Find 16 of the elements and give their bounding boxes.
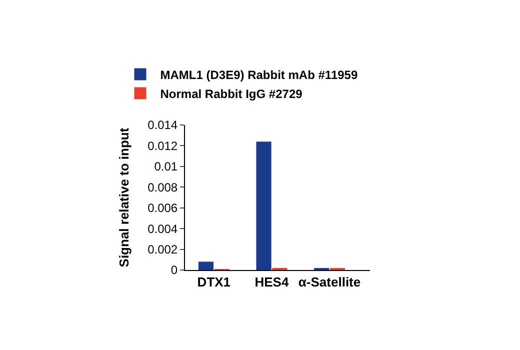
- x-tick-label: HES4: [254, 274, 290, 290]
- y-tick-label: 0.004: [148, 222, 178, 236]
- x-tick-label: α-Satellite: [298, 274, 361, 290]
- y-tick-label: 0.01: [154, 160, 178, 174]
- y-tick-label: 0.014: [148, 118, 178, 132]
- x-tick-label: DTX1: [197, 274, 231, 290]
- y-tick-label: 0.002: [148, 242, 178, 256]
- y-axis-title: Signal relative to input: [116, 127, 132, 268]
- bar: [256, 142, 272, 270]
- y-tick-label: 0.008: [148, 180, 178, 194]
- legend-label: MAML1 (D3E9) Rabbit mAb #11959: [160, 68, 358, 82]
- y-tick-label: 0.012: [148, 138, 178, 153]
- legend-label: Normal Rabbit IgG #2729: [160, 86, 303, 101]
- y-tick-label: 0: [170, 263, 178, 278]
- y-tick-label: 0.006: [148, 201, 178, 216]
- bar: [198, 262, 214, 270]
